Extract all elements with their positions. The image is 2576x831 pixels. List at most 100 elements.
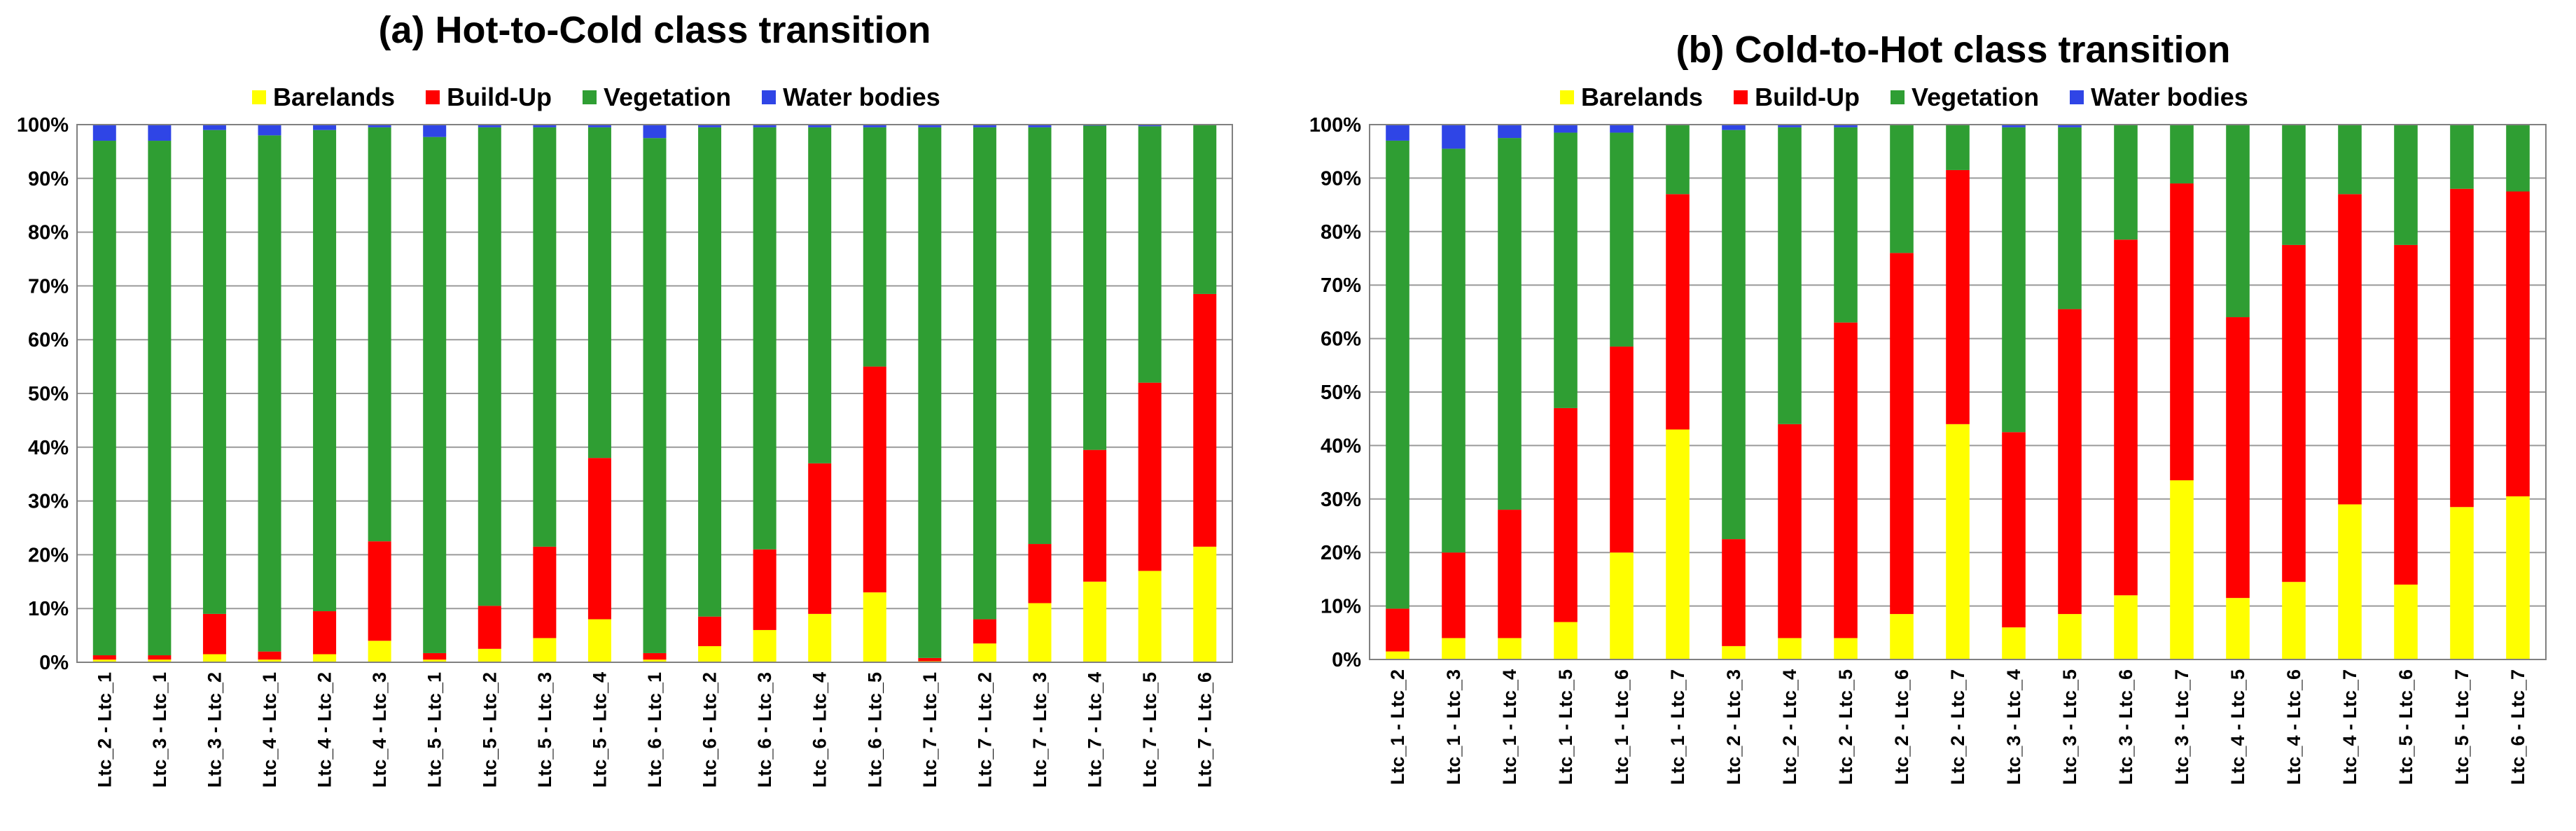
- bar-segment-vegetation: [1442, 148, 1465, 553]
- bar-segment-build-up: [918, 657, 942, 662]
- bar-segment-build-up: [1193, 293, 1217, 547]
- bar-segment-build-up: [1890, 253, 1914, 615]
- bar-segment-build-up: [2282, 244, 2306, 582]
- bar-segment-vegetation: [258, 135, 281, 652]
- bar-segment-build-up: [2170, 183, 2194, 481]
- x-tick-label: Ltc_3 - Ltc_7: [2171, 669, 2192, 785]
- chart-title: (b) Cold-to-Hot class transition: [1676, 29, 2231, 71]
- bar-segment-vegetation: [1498, 138, 1522, 510]
- bar-segment-vegetation: [2170, 125, 2194, 184]
- x-tick-label: Ltc_2 - Ltc_6: [1891, 669, 1912, 785]
- y-tick-label: 50%: [28, 383, 69, 405]
- x-tick-label: Ltc_6 - Ltc_3: [754, 672, 775, 788]
- bar-segment-barelands: [2506, 496, 2530, 659]
- bar-segment-barelands: [1442, 638, 1465, 659]
- bar-segment-build-up: [478, 606, 501, 649]
- bar-segment-water-bodies: [1386, 125, 1409, 141]
- legend-swatch-vegetation: [583, 90, 597, 104]
- bar-segment-build-up: [1028, 544, 1052, 603]
- bar-segment-build-up: [92, 655, 116, 660]
- x-tick-label: Ltc_1 - Ltc_3: [1443, 669, 1464, 785]
- x-tick-label: Ltc_5 - Ltc_1: [424, 672, 445, 788]
- y-tick-label: 0%: [39, 652, 69, 674]
- bar-segment-build-up: [643, 652, 667, 660]
- bar-segment-barelands: [1722, 645, 1746, 659]
- x-tick-label: Ltc_7 - Ltc_3: [1029, 672, 1050, 788]
- chart-legend: Barelands Build-Up Vegetation Water bodi…: [252, 83, 971, 112]
- x-tick-label: Ltc_5 - Ltc_7: [2451, 669, 2472, 785]
- y-tick-label: 40%: [28, 437, 69, 459]
- bar-segment-build-up: [2338, 194, 2362, 505]
- bar-segment-barelands: [753, 629, 777, 662]
- y-tick-label: 90%: [28, 168, 69, 190]
- x-tick-label: Ltc_4 - Ltc_6: [2283, 669, 2304, 785]
- bar-segment-build-up: [2506, 191, 2530, 496]
- bar-segment-build-up: [1138, 382, 1162, 571]
- bar-segment-vegetation: [1083, 125, 1107, 450]
- bar-segment-build-up: [1946, 169, 1970, 424]
- bar-segment-barelands: [258, 659, 281, 662]
- x-tick-label: Ltc_4 - Ltc_5: [2227, 669, 2248, 785]
- bar-segment-barelands: [423, 659, 447, 662]
- bar-segment-vegetation: [1610, 132, 1634, 347]
- y-tick-label: 100%: [1309, 114, 1361, 137]
- bar-segment-vegetation: [533, 127, 557, 547]
- bar-segment-vegetation: [863, 127, 886, 367]
- bar-segment-vegetation: [2282, 125, 2306, 245]
- bar-segment-water-bodies: [478, 125, 501, 127]
- bar-segment-water-bodies: [1442, 125, 1465, 149]
- bar-segment-barelands: [2450, 507, 2474, 659]
- bar-segment-vegetation: [1778, 127, 1802, 424]
- legend-item-water-bodies: Water bodies: [2070, 83, 2248, 112]
- bar-segment-barelands: [1028, 603, 1052, 662]
- bar-segment-build-up: [1610, 347, 1634, 553]
- bar-segment-barelands: [1834, 638, 1858, 659]
- chart-plot-a: 0% 10% 20% 30% 40% 50% 60% 70% 80% 90% 100% Ltc_2 -…: [17, 114, 1233, 788]
- legend-item-build-up: Build-Up: [1734, 83, 1860, 112]
- x-tick-label: Ltc_7 - Ltc_1: [919, 672, 940, 788]
- legend-label: Build-Up: [447, 83, 552, 111]
- bar-segment-barelands: [478, 648, 501, 662]
- bar-segment-barelands: [92, 659, 116, 662]
- bar-segment-vegetation: [1890, 125, 1914, 253]
- bar-segment-water-bodies: [918, 125, 942, 127]
- bar-segment-barelands: [587, 619, 611, 662]
- x-tick-label: Ltc_3 - Ltc_4: [2003, 669, 2024, 785]
- x-tick-label: Ltc_6 - Ltc_2: [699, 672, 720, 788]
- bar-segment-vegetation: [2114, 125, 2138, 240]
- bar-segment-barelands: [533, 638, 557, 662]
- bar-segment-water-bodies: [2058, 125, 2082, 127]
- bar-segment-barelands: [1666, 429, 1690, 659]
- x-tick-label: Ltc_3 - Ltc_2: [204, 672, 225, 788]
- x-tick-label: Ltc_4 - Ltc_2: [314, 672, 335, 788]
- bar-segment-barelands: [313, 654, 337, 662]
- x-tick-label: Ltc_7 - Ltc_5: [1139, 672, 1160, 788]
- x-tick-label: Ltc_5 - Ltc_6: [2395, 669, 2416, 785]
- bar-segment-barelands: [1890, 614, 1914, 659]
- x-tick-label: Ltc_6 - Ltc_7: [2507, 669, 2528, 785]
- bar-segment-vegetation: [1554, 132, 1578, 408]
- y-tick-label: 0%: [1332, 649, 1361, 671]
- bar-segment-water-bodies: [1498, 125, 1522, 139]
- bar-segment-build-up: [1722, 539, 1746, 646]
- bar-segment-build-up: [863, 366, 886, 593]
- y-tick-label: 90%: [1321, 167, 1361, 190]
- bar-segment-vegetation: [2394, 125, 2418, 245]
- x-tick-label: Ltc_7 - Ltc_4: [1085, 672, 1106, 788]
- bar-segment-build-up: [423, 652, 447, 660]
- bar-segment-barelands: [1498, 638, 1522, 659]
- bar-segment-build-up: [2002, 432, 2026, 628]
- chart-panel-b: (b) Cold-to-Hot class transition Barelan…: [1288, 0, 2576, 831]
- legend-label: Water bodies: [783, 83, 940, 111]
- bar-segment-barelands: [643, 659, 667, 662]
- bar-segment-build-up: [202, 613, 226, 655]
- bar-segment-build-up: [2226, 317, 2250, 599]
- x-tick-label: Ltc_1 - Ltc_7: [1667, 669, 1688, 785]
- bar-segment-vegetation: [2058, 127, 2082, 309]
- bar-segment-barelands: [1610, 552, 1634, 659]
- legend-swatch-build-up: [1734, 90, 1748, 104]
- bar-segment-barelands: [2338, 504, 2362, 659]
- x-tick-label: Ltc_2 - Ltc_4: [1779, 669, 1800, 785]
- legend-label: Barelands: [273, 83, 396, 111]
- plot-area-frame: [1369, 124, 2547, 660]
